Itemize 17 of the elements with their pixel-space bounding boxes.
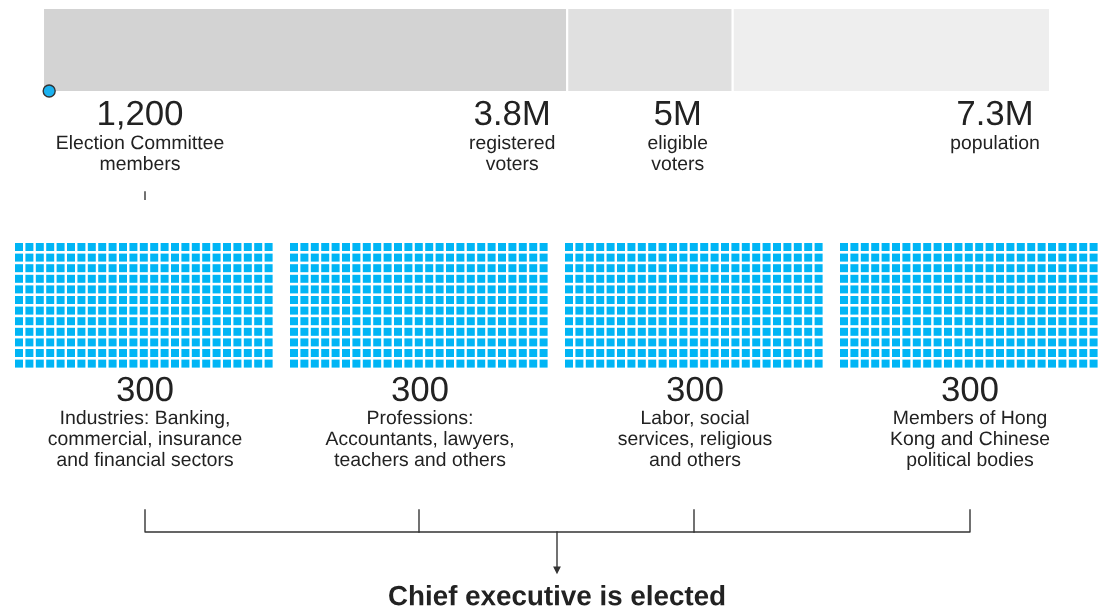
data-label: 3.8M bbox=[474, 100, 548, 126]
category-label: population bbox=[951, 135, 1039, 154]
category-label: eligible voters bbox=[648, 135, 708, 171]
data-label: 300 bbox=[392, 376, 448, 402]
data-label: 5M bbox=[655, 101, 699, 126]
category-label: registered voters bbox=[470, 135, 555, 171]
data-label: 1,200 bbox=[99, 100, 183, 130]
category-label: Election Committee members bbox=[57, 135, 224, 171]
data-label: 7.3M bbox=[958, 100, 1031, 126]
category-label: Industries: Banking, commercial, insurance and financial sectors bbox=[48, 410, 242, 467]
category-label: Members of Hong Kong and Chinese political bodies bbox=[891, 410, 1050, 471]
text: Chief executive is elected bbox=[389, 585, 725, 606]
data-label: 300 bbox=[117, 376, 173, 402]
data-label: 300 bbox=[942, 376, 998, 402]
data-label: 300 bbox=[667, 376, 723, 402]
category-label: Professions: Accountants, lawyers, teachers and others bbox=[325, 410, 513, 467]
category-label: Labor, social services, religious and others bbox=[618, 410, 772, 467]
